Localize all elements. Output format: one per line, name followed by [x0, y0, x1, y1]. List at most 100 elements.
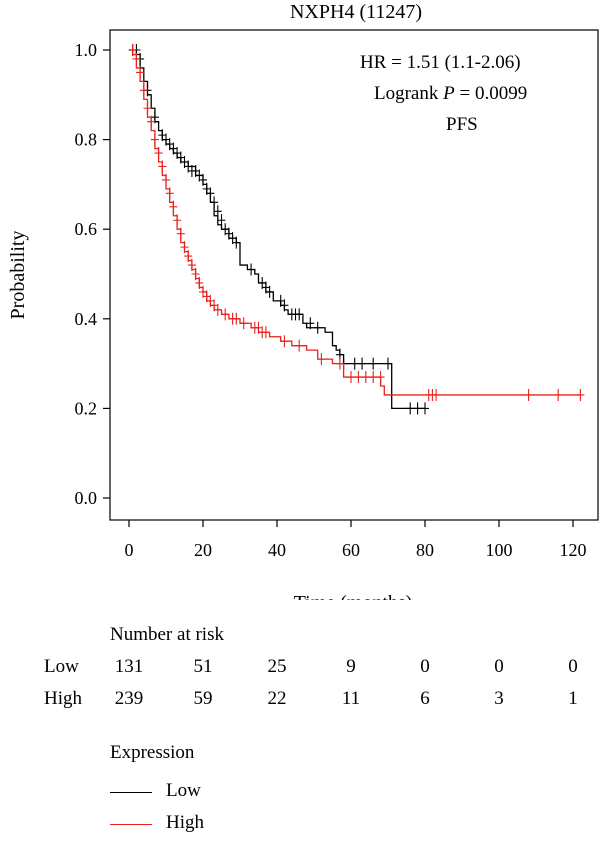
- censor-mark-high: [195, 276, 204, 289]
- censor-mark-low: [247, 263, 256, 276]
- censor-mark-high: [576, 388, 585, 401]
- censor-mark-high: [165, 187, 174, 200]
- x-tick-label: 100: [486, 540, 513, 560]
- risk-count: 6: [420, 688, 430, 709]
- risk-table-title: Number at risk: [110, 624, 224, 645]
- censor-mark-low: [213, 205, 222, 218]
- censor-mark-high: [158, 160, 167, 173]
- risk-count: 3: [494, 688, 504, 709]
- censor-mark-high: [261, 326, 270, 339]
- risk-row-low: Low 131 51 25 9 0 0 0: [0, 656, 600, 684]
- censor-mark-low: [306, 317, 315, 330]
- censor-mark-low: [369, 357, 378, 370]
- censor-mark-high: [139, 84, 148, 97]
- censor-mark-low: [265, 285, 274, 298]
- risk-count: 25: [267, 656, 287, 677]
- censor-mark-high: [180, 241, 189, 254]
- risk-count: 11: [341, 688, 361, 709]
- x-tick-label: 80: [416, 540, 434, 560]
- censor-mark-low: [206, 187, 215, 200]
- legend: Expression Low High: [110, 742, 204, 833]
- x-tick-label: 20: [194, 540, 212, 560]
- censor-mark-high: [173, 214, 182, 227]
- legend-swatch: [110, 824, 152, 825]
- censor-mark-high: [317, 353, 326, 366]
- censor-mark-high: [295, 339, 304, 352]
- y-axis: 0.0 0.2 0.4 0.6 0.8 1.0: [75, 40, 110, 508]
- y-tick-label: 0.4: [75, 309, 98, 329]
- legend-swatch: [110, 792, 152, 793]
- logrank-prefix: Logrank: [374, 83, 444, 104]
- y-tick-label: 0.0: [75, 488, 98, 508]
- censor-mark-low: [421, 402, 429, 415]
- censor-mark-high: [187, 259, 196, 272]
- risk-count: 0: [494, 656, 504, 677]
- legend-label: High: [166, 812, 204, 833]
- survival-line-low: [129, 49, 425, 410]
- risk-count: 51: [193, 656, 213, 677]
- logrank-value: = 0.0099: [454, 83, 528, 104]
- censor-mark-high: [176, 227, 185, 240]
- censor-mark-high: [554, 388, 563, 401]
- censor-mark-low: [384, 357, 392, 370]
- y-tick-label: 0.6: [75, 219, 98, 239]
- censor-mark-low: [280, 299, 289, 312]
- censor-mark-high: [136, 66, 145, 79]
- censor-mark-high: [213, 303, 222, 316]
- y-tick-label: 0.2: [75, 398, 98, 418]
- censor-mark-high: [128, 44, 137, 56]
- censor-mark-low: [350, 357, 359, 370]
- endpoint-text: PFS: [446, 114, 478, 135]
- censor-mark-low: [358, 357, 367, 370]
- chart-title: NXPH4 (11247): [290, 1, 422, 23]
- censor-mark-high: [147, 115, 156, 128]
- censor-mark-high: [191, 268, 200, 280]
- risk-count: 22: [267, 688, 287, 709]
- risk-row-high: High 239 59 22 11 6 3 1: [0, 688, 600, 716]
- x-axis-label: Time (months): [294, 592, 413, 600]
- censor-mark-low: [232, 236, 241, 249]
- censor-mark-high: [143, 102, 152, 115]
- x-tick-label: 0: [125, 540, 134, 560]
- y-axis-label: Probability: [7, 231, 29, 320]
- risk-count: 0: [420, 656, 430, 677]
- censor-mark-high: [232, 312, 241, 325]
- survival-curves: [128, 44, 585, 415]
- risk-row-label: Low: [44, 656, 79, 677]
- censor-mark-low: [295, 308, 304, 321]
- logrank-p-symbol: P: [443, 83, 455, 104]
- censor-mark-high: [184, 250, 193, 263]
- censor-mark-high: [369, 371, 378, 384]
- censor-mark-low: [413, 402, 422, 415]
- y-tick-label: 1.0: [75, 40, 98, 60]
- y-tick-label: 0.8: [75, 130, 98, 150]
- censor-mark-high: [169, 200, 178, 213]
- censor-mark-high: [154, 147, 163, 160]
- censor-mark-high: [150, 133, 159, 146]
- censor-mark-low: [406, 402, 415, 415]
- censor-mark-high: [335, 357, 344, 370]
- x-tick-label: 40: [268, 540, 286, 560]
- censor-mark-high: [376, 371, 385, 384]
- censor-mark-low: [313, 321, 322, 334]
- censor-mark-high: [280, 335, 289, 348]
- legend-title: Expression: [110, 742, 195, 763]
- risk-count: 9: [346, 656, 356, 677]
- logrank-text: Logrank P = 0.0099: [374, 83, 527, 105]
- censor-mark-high: [221, 308, 230, 321]
- x-tick-label: 60: [342, 540, 360, 560]
- risk-count: 59: [193, 688, 213, 709]
- risk-count: 1: [568, 688, 578, 709]
- censor-mark-high: [239, 317, 248, 330]
- risk-count: 239: [114, 688, 144, 709]
- censor-mark-low: [217, 214, 226, 227]
- km-plot: NXPH4 (11247) 0.0 0.2 0.4 0.6 0.8 1.0 0 20 40 60…: [7, 1, 599, 600]
- x-tick-label: 120: [560, 540, 587, 560]
- censor-mark-high: [361, 371, 370, 384]
- risk-count: 0: [568, 656, 578, 677]
- x-axis: 0 20 40 60 80 100 120: [125, 520, 587, 560]
- hazard-ratio-text: HR = 1.51 (1.1-2.06): [360, 52, 521, 73]
- legend-label: Low: [166, 780, 201, 801]
- censor-mark-low: [199, 173, 207, 186]
- censor-mark-high: [432, 388, 441, 401]
